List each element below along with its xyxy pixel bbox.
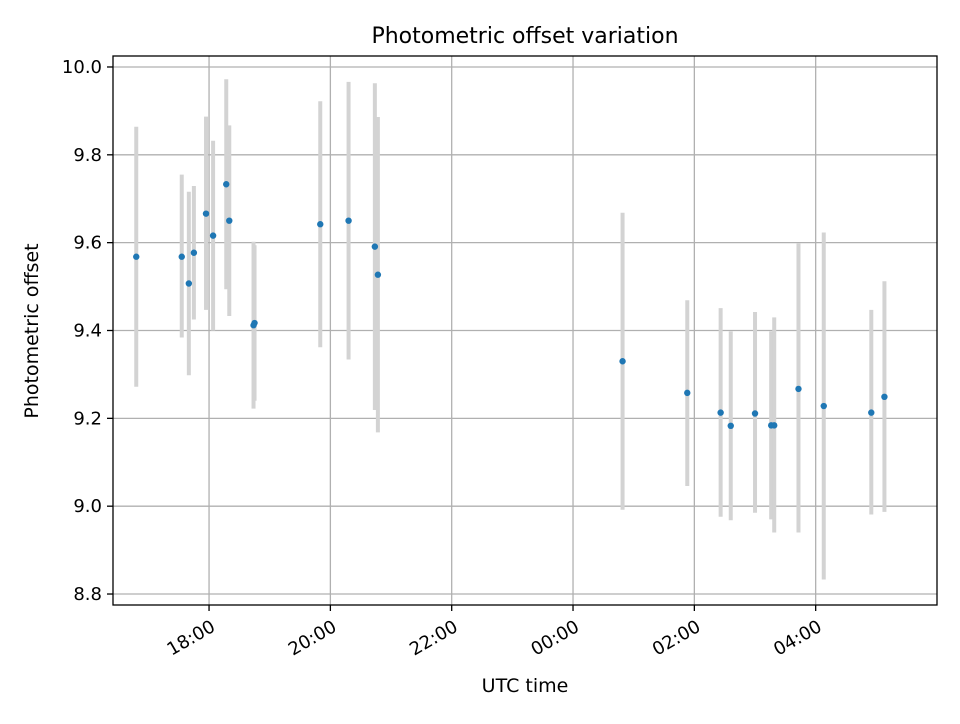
data-point (345, 217, 352, 224)
data-point (881, 393, 888, 401)
data-point (223, 181, 230, 188)
data-point (771, 422, 778, 429)
y-tick-label: 10.0 (62, 57, 102, 78)
data-point (209, 232, 217, 239)
data-point (185, 280, 193, 287)
data-point (619, 358, 626, 365)
data-point (178, 253, 185, 260)
y-tick-label: 8.8 (73, 584, 102, 605)
data-point (251, 319, 258, 327)
data-point (374, 271, 382, 278)
y-tick-label: 9.4 (73, 321, 102, 342)
y-tick-label: 9.0 (73, 496, 102, 517)
data-point (202, 210, 210, 217)
data-point (795, 385, 802, 393)
data-point (868, 409, 875, 416)
data-point (226, 217, 233, 224)
y-tick-label: 9.6 (73, 233, 102, 254)
data-point (684, 389, 691, 397)
data-point (371, 243, 379, 250)
data-points (133, 181, 888, 430)
chart-title: Photometric offset variation (371, 24, 678, 49)
data-point (717, 409, 724, 416)
x-axis-label: UTC time (482, 675, 569, 697)
y-tick-label: 9.8 (73, 145, 102, 166)
y-axis-label: Photometric offset (21, 243, 43, 418)
y-tick-label: 9.2 (73, 408, 102, 429)
data-point (190, 249, 198, 256)
data-point (133, 253, 140, 260)
data-point (727, 422, 734, 430)
data-point (751, 410, 759, 417)
data-point (820, 402, 827, 410)
data-point (317, 221, 324, 228)
